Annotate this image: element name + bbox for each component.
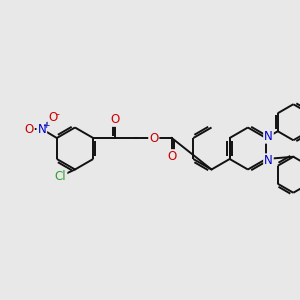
Text: Cl: Cl [55, 169, 66, 183]
Text: O: O [149, 131, 158, 145]
Text: O: O [167, 150, 176, 163]
Text: O: O [25, 122, 34, 136]
Text: -: - [55, 109, 59, 119]
Text: O: O [49, 111, 58, 124]
Text: N: N [38, 122, 46, 136]
Text: N: N [264, 130, 273, 143]
Text: +: + [42, 121, 50, 130]
Text: O: O [110, 113, 119, 126]
Text: N: N [264, 154, 273, 167]
